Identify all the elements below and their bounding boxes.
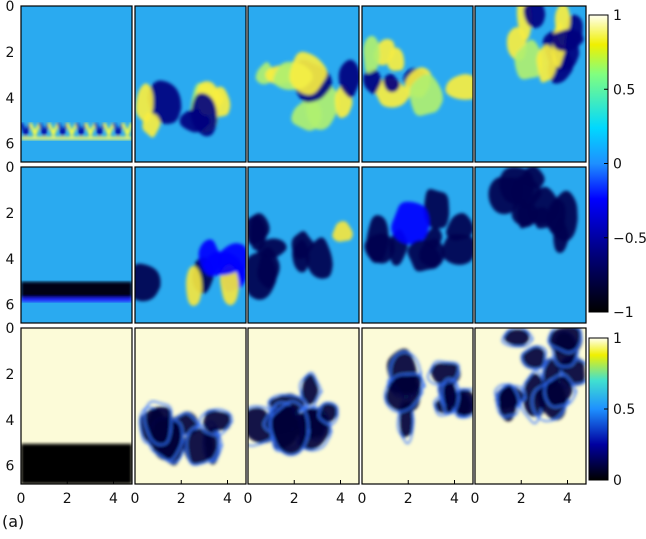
y-tick-label: 0 <box>6 160 15 176</box>
panel-r3-c4 <box>361 327 474 485</box>
panel-r3-c3 <box>247 327 360 485</box>
y-tick-label: 2 <box>6 45 15 61</box>
panel-frame <box>20 166 133 324</box>
x-tick-label: 4 <box>563 491 572 507</box>
x-tick-label: 4 <box>109 491 118 507</box>
colorbar-gradient <box>589 15 608 312</box>
x-tick-label: 2 <box>517 491 526 507</box>
panel-background <box>21 6 132 162</box>
panel-frame <box>247 166 360 324</box>
panel-r1-c5 <box>474 5 587 163</box>
colorbar-tick-label: −1 <box>613 305 634 321</box>
panel-r2-c2 <box>134 166 247 324</box>
panel-frame <box>474 327 587 485</box>
x-tick-label: 4 <box>336 491 345 507</box>
colorbar-tick-label: 0.5 <box>613 402 635 418</box>
x-tick-label: 0 <box>471 491 480 507</box>
x-tick-label: 0 <box>244 491 253 507</box>
colorbar-tick-label: 0 <box>613 157 622 173</box>
panel-r3-c1 <box>20 327 133 485</box>
panel-frame <box>20 5 133 163</box>
y-tick-label: 2 <box>6 206 15 222</box>
x-tick-label: 0 <box>17 491 26 507</box>
panel-r1-c2 <box>134 5 247 163</box>
y-tick-label: 2 <box>6 367 15 383</box>
panel-r1-c4 <box>361 5 474 163</box>
panel-frame <box>361 327 474 485</box>
x-tick-label: 4 <box>223 491 232 507</box>
colorbar-tick-label: −0.5 <box>613 231 646 247</box>
panel-r2-c4 <box>361 166 474 324</box>
x-tick-label: 2 <box>177 491 186 507</box>
panel-frame <box>134 327 247 485</box>
y-tick-label: 4 <box>6 91 15 107</box>
panel-background <box>135 6 246 162</box>
panel-frame <box>474 166 587 324</box>
panel-r2-c5 <box>474 166 587 324</box>
panel-r3-c5 <box>474 327 587 485</box>
x-tick-label: 2 <box>290 491 299 507</box>
colorbar-tick-label: 0 <box>613 473 622 489</box>
panel-label: (a) <box>2 512 25 531</box>
y-tick-label: 4 <box>6 252 15 268</box>
panel-frame <box>361 5 474 163</box>
y-tick-label: 0 <box>6 321 15 337</box>
colorbar-gradient <box>589 338 608 480</box>
x-tick-label: 0 <box>358 491 367 507</box>
x-tick-label: 0 <box>131 491 140 507</box>
x-tick-label: 2 <box>63 491 72 507</box>
panel-r3-c2 <box>134 327 247 485</box>
panel-frame <box>134 5 247 163</box>
colorbar-tick-label: 1 <box>613 8 622 24</box>
colorbar-tick-label: 0.5 <box>613 82 635 98</box>
colorbar-rows-1-2: 1 0.5 0 −0.5 −1 <box>588 8 646 321</box>
panel-r1-c3 <box>247 5 360 163</box>
y-tick-label: 0 <box>6 0 15 15</box>
x-tick-label: 4 <box>450 491 459 507</box>
panel-r2-c3 <box>247 166 360 324</box>
panel-frame <box>361 166 474 324</box>
colorbar-row-3: 10.50 <box>588 331 635 489</box>
colorbar-tick-label: 1 <box>613 331 622 347</box>
panel-frame <box>474 5 587 163</box>
y-tick-label: 4 <box>6 413 15 429</box>
panel-frame <box>20 327 133 485</box>
panel-frame <box>134 166 247 324</box>
y-tick-label: 6 <box>6 298 15 314</box>
colorbars: 10.50−0.5−110.50 <box>588 8 646 489</box>
x-tick-label: 2 <box>404 491 413 507</box>
panel-frame <box>247 327 360 485</box>
y-tick-label: 6 <box>6 459 15 475</box>
y-tick-label: 6 <box>6 137 15 153</box>
panel-r2-c1 <box>20 166 133 324</box>
panel-frame <box>247 5 360 163</box>
panel-r1-c1 <box>20 5 133 163</box>
panel-grid <box>20 5 587 485</box>
